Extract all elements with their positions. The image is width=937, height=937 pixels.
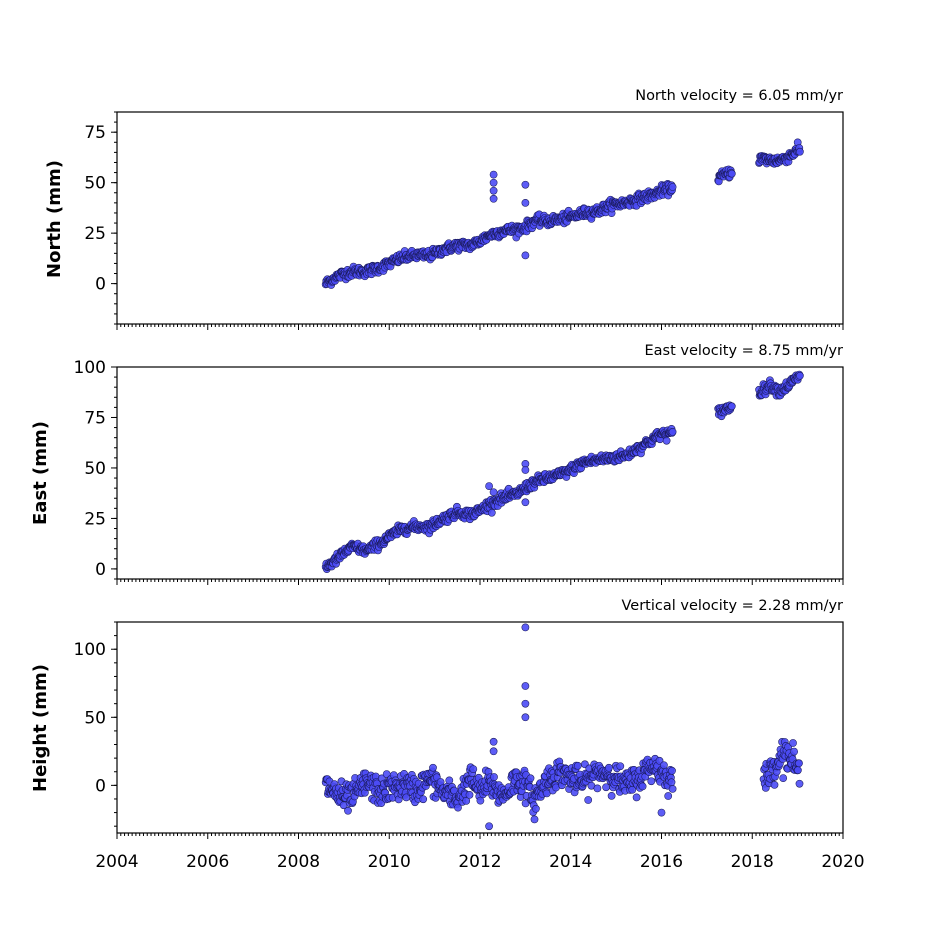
height-point [526,774,535,783]
xtick-label: 2012 [458,852,501,872]
north-outlier-point [521,180,530,189]
north-outlier-point [521,199,530,207]
height-point [584,796,593,804]
height-point [638,782,647,791]
height-point [429,763,437,772]
height-outlier-point [521,623,530,632]
height-ytick-label: 50 [84,708,106,728]
height-point [602,783,610,792]
xtick-label: 2016 [640,852,683,872]
north-point [727,169,736,178]
east-point [727,402,736,411]
height-outlier-point [521,682,530,690]
height-point [668,785,677,793]
height-outlier-point [530,815,539,824]
xtick-label: 2004 [95,852,138,872]
height-point [607,792,616,800]
north-outlier-point [489,178,498,187]
north-ytick-label: 50 [84,174,106,194]
height-outlier-point [489,747,498,756]
height-point [794,766,802,775]
north-panel: North velocity = 6.05 mm/yr North (mm) 0… [44,88,844,330]
xtick-label: 2014 [549,852,592,872]
east-ytick-label: 100 [74,358,106,378]
east-ytick-label: 0 [95,560,106,580]
east-ytick-label: 50 [84,459,106,479]
height-point [668,766,676,775]
height-outlier-point [489,737,498,746]
height-point [490,773,498,781]
height-point [664,792,673,800]
height-point [419,795,428,804]
north-outlier-point [489,186,498,195]
north-title: North velocity = 6.05 mm/yr [635,88,843,104]
height-point [605,763,613,772]
height-point [667,778,676,787]
height-point [573,761,582,770]
height-point [795,759,803,768]
north-outlier-point [489,170,498,179]
height-point [593,784,602,793]
east-point [796,371,804,380]
north-ytick-label: 25 [84,224,106,244]
north-ytick-label: 75 [84,123,106,143]
height-point [790,747,798,756]
east-ytick-label: 75 [84,408,106,428]
height-point [532,804,540,813]
east-outlier-point [521,498,530,507]
height-ylabel: Height (mm) [30,664,51,792]
height-ytick-label: 0 [95,776,106,796]
height-outlier-point [521,699,530,708]
east-title: East velocity = 8.75 mm/yr [644,343,843,359]
xtick-label: 2006 [186,852,229,872]
east-point [487,508,496,517]
north-point [796,147,804,156]
height-point [402,793,411,802]
east-outlier-point [489,488,498,497]
height-point [465,791,474,799]
north-ytick-label: 0 [95,275,106,295]
height-point [469,765,478,773]
east-ylabel: East (mm) [30,421,51,525]
north-point [668,183,677,191]
north-ylabel: North (mm) [44,160,65,278]
east-outlier-point [521,466,530,474]
height-point [660,761,668,770]
height-panel: Vertical velocity = 2.28 mm/yr Height (m… [30,598,865,872]
height-point [779,774,788,782]
east-point [668,428,677,436]
height-point [795,779,804,788]
height-point [789,739,797,747]
height-outlier-point [521,713,530,722]
east-panel: East velocity = 8.75 mm/yr East (mm) 0 25… [30,343,844,585]
height-title: Vertical velocity = 2.28 mm/yr [622,598,844,614]
east-point [662,436,671,445]
east-plot-frame [116,366,844,580]
height-point [647,777,656,786]
north-outlier-point [521,251,530,260]
xtick-label: 2020 [821,852,864,872]
xtick-label: 2010 [368,852,411,872]
height-point [462,797,471,805]
east-ytick-label: 25 [84,509,106,529]
height-point [454,803,462,812]
height-ytick-label: 100 [74,640,106,660]
xtick-label: 2018 [731,852,774,872]
height-point [616,762,625,771]
xtick-label: 2008 [277,852,320,872]
north-plot-frame [116,111,844,325]
north-outlier-point [489,194,498,203]
height-outlier-point [657,808,666,817]
height-point [770,781,779,789]
east-outlier-point [485,482,493,490]
height-point [344,806,352,815]
height-outlier-point [485,822,493,831]
height-point [445,776,454,785]
height-point [632,793,641,802]
